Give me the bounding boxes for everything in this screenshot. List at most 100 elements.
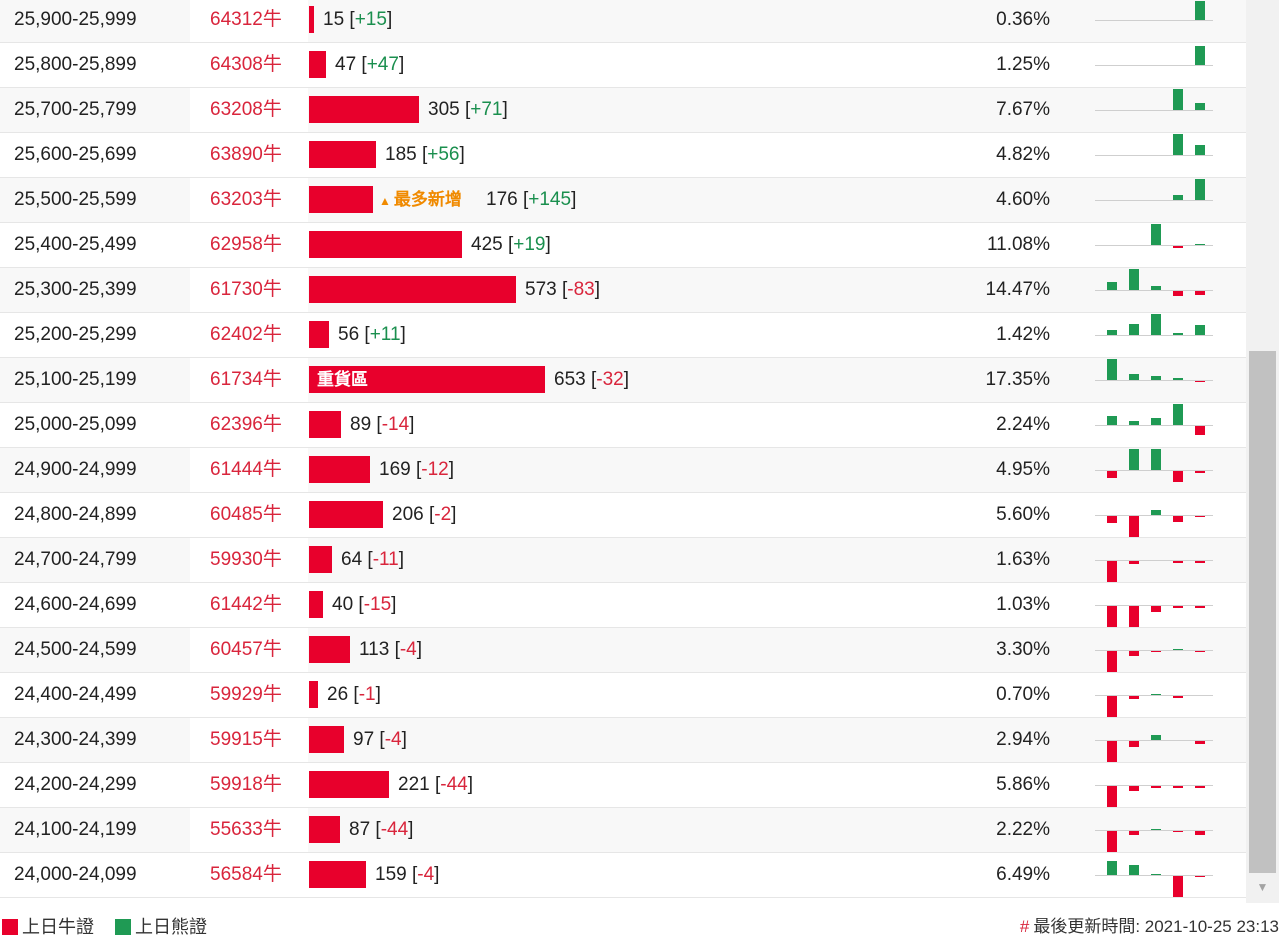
cbbc-code-link[interactable]: 63890牛 — [210, 144, 282, 165]
mini-chart-bar — [1173, 696, 1183, 698]
cbbc-code-link[interactable]: 60457牛 — [210, 639, 282, 660]
mini-chart-bar — [1151, 651, 1161, 652]
cbbc-code-link[interactable]: 64308牛 — [210, 54, 282, 75]
code-cell — [190, 538, 308, 582]
bracket-close: ] — [401, 729, 407, 750]
outstanding-bar — [309, 591, 323, 618]
outstanding-count: 56 [+11] — [338, 313, 406, 357]
percentage: 7.67% — [996, 99, 1050, 120]
cbbc-code-link[interactable]: 59929牛 — [210, 684, 282, 705]
bull-legend-swatch — [2, 919, 18, 935]
mini-chart-bar — [1195, 325, 1205, 335]
count-value: 97 — [353, 729, 375, 750]
cbbc-code-link[interactable]: 59915牛 — [210, 729, 282, 750]
outstanding-count: 47 [+47] — [335, 43, 404, 87]
price-range: 24,700-24,799 — [14, 549, 137, 570]
cbbc-code-link[interactable]: 62396牛 — [210, 414, 282, 435]
scrollbar-thumb[interactable] — [1249, 351, 1276, 873]
cbbc-code-link[interactable]: 62402牛 — [210, 324, 282, 345]
outstanding-count: 176 [+145] — [486, 178, 576, 222]
mini-history-chart — [1094, 853, 1214, 898]
mini-chart-bar — [1151, 314, 1161, 335]
price-range: 24,200-24,299 — [14, 774, 137, 795]
mini-chart-bar — [1195, 244, 1205, 245]
code-cell — [190, 133, 308, 177]
outstanding-bar — [309, 141, 376, 168]
mini-chart-bar — [1107, 861, 1117, 875]
count-value: 87 — [349, 819, 371, 840]
mini-chart-bar — [1107, 516, 1117, 523]
bracket-close: ] — [398, 549, 405, 570]
outstanding-count: 573 [-83] — [525, 268, 600, 312]
cbbc-code-link[interactable]: 60485牛 — [210, 504, 282, 525]
bracket-close: ] — [545, 234, 551, 255]
bracket-close: ] — [594, 279, 601, 300]
bear-legend-label: 上日熊證 — [135, 917, 207, 937]
cbbc-code-link[interactable]: 56584牛 — [210, 864, 282, 885]
code-cell — [190, 313, 308, 357]
mini-chart-bar — [1195, 516, 1205, 517]
bracket-close: ] — [502, 99, 508, 120]
code-cell — [190, 763, 308, 807]
cbbc-code-link[interactable]: 62958牛 — [210, 234, 282, 255]
mini-chart-baseline — [1095, 515, 1213, 516]
outstanding-bar — [309, 96, 419, 123]
count-value: 169 — [379, 459, 411, 480]
outstanding-bar — [309, 456, 370, 483]
cbbc-code-link[interactable]: 55633牛 — [210, 819, 282, 840]
mini-chart-bar — [1107, 696, 1117, 717]
mini-chart-bar — [1151, 449, 1161, 470]
bracket-open: [ — [370, 819, 381, 840]
count-change: -1 — [358, 684, 376, 705]
count-change: +47 — [366, 54, 399, 75]
mini-chart-baseline — [1095, 245, 1213, 246]
mini-history-chart — [1094, 358, 1214, 403]
code-cell — [190, 88, 308, 132]
bracket-open: [ — [344, 9, 355, 30]
mini-chart-bar — [1173, 831, 1183, 832]
count-value: 176 — [486, 189, 518, 210]
cbbc-code-link[interactable]: 61734牛 — [210, 369, 282, 390]
table-row: 25,600-25,699 63890牛 185 [+56] 4.82% — [0, 133, 1246, 178]
mini-chart-bar — [1129, 865, 1139, 875]
percentage: 2.22% — [996, 819, 1050, 840]
cbbc-code-link[interactable]: 63208牛 — [210, 99, 282, 120]
count-change: +19 — [513, 234, 546, 255]
cbbc-code-link[interactable]: 61444牛 — [210, 459, 282, 480]
cbbc-code-link[interactable]: 61442牛 — [210, 594, 282, 615]
mini-chart-bar — [1129, 651, 1139, 656]
outstanding-bar — [309, 636, 350, 663]
mini-chart-bar — [1173, 195, 1183, 200]
cbbc-code-link[interactable]: 61730牛 — [210, 279, 282, 300]
outstanding-bar — [309, 726, 344, 753]
count-value: 26 — [327, 684, 349, 705]
mini-chart-bar — [1107, 831, 1117, 852]
mini-chart-bar — [1173, 606, 1183, 608]
cbbc-code-link[interactable]: 59930牛 — [210, 549, 282, 570]
last-updated-text: 最後更新時間: 2021-10-25 23:13 — [1033, 917, 1279, 936]
vertical-scrollbar[interactable]: ▼ — [1246, 0, 1279, 903]
mini-chart-baseline — [1095, 740, 1213, 741]
scroll-down-arrow-icon[interactable]: ▼ — [1256, 880, 1269, 894]
mini-history-chart — [1094, 763, 1214, 808]
cbbc-code-link[interactable]: 63203牛 — [210, 189, 282, 210]
price-range: 24,400-24,499 — [14, 684, 137, 705]
code-cell — [190, 0, 308, 42]
mini-chart-bar — [1173, 89, 1183, 110]
count-value: 573 — [525, 279, 557, 300]
cbbc-code-link[interactable]: 64312牛 — [210, 9, 282, 30]
price-range: 25,800-25,899 — [14, 54, 137, 75]
mini-history-chart — [1094, 0, 1214, 43]
cbbc-code-link[interactable]: 59918牛 — [210, 774, 282, 795]
table-row: 25,500-25,599 63203牛 ▲ 最多新增 176 [+145] 4.60% — [0, 178, 1246, 223]
count-change: -4 — [417, 864, 435, 885]
heavy-zone-label: 重貨區 — [317, 370, 368, 389]
percentage: 6.49% — [996, 864, 1050, 885]
bear-legend-swatch — [115, 919, 131, 935]
most-added-label: 最多新增 — [393, 190, 462, 209]
mini-chart-bar — [1195, 103, 1205, 110]
cbbc-distribution-table: 25,900-25,999 64312牛 15 [+15] 0.36% 25,800-2… — [0, 0, 1246, 898]
mini-history-chart — [1094, 43, 1214, 88]
price-range: 25,900-25,999 — [14, 9, 137, 30]
bracket-close: ] — [409, 414, 415, 435]
